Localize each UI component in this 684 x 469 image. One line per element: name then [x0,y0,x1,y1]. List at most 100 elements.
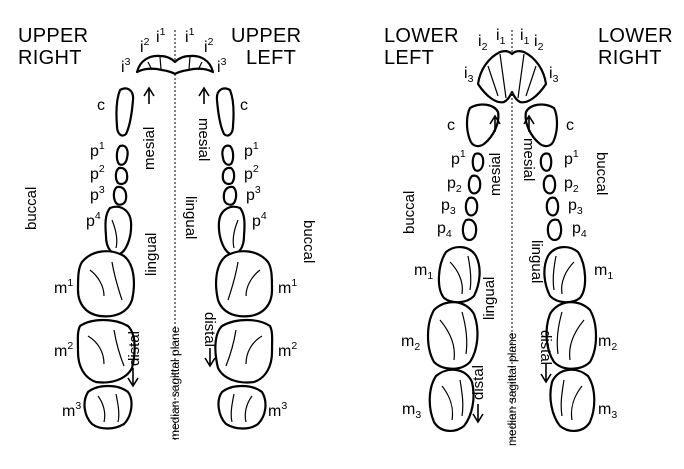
lower-right-buccal-label: buccal [593,152,610,195]
upper-left-m3-label: m3 [268,400,287,420]
upper-right-p3 [112,185,128,206]
upper-arch-panel: UPPER RIGHT UPPER LEFT median sagittal p… [18,25,317,440]
lower-right-p4 [546,218,563,242]
upper-right-lingual-label: lingual [143,233,160,276]
lower-left-i3-label: i3 [464,65,474,85]
upper-incisor-row [135,54,215,76]
lower-left-lingual-label: lingual [481,277,498,320]
lower-right-p1-label: p1 [564,148,579,168]
lower-left-canine [465,103,500,148]
lower-left-buccal-label: buccal [401,191,418,234]
lower-right-canine [524,103,559,148]
lower-right-teeth [524,103,598,432]
upper-right-m3-cusps [97,393,120,423]
lower-incisors-shape [476,50,548,104]
upper-left-m1-cusps [227,261,261,301]
upper-right-distal-arrow [127,368,139,388]
upper-right-p3-label: p3 [90,184,105,204]
upper-left-m3-cusps [230,393,253,423]
upper-right-m2-cusps [87,329,125,367]
lower-left-m2-cusps [439,311,468,361]
upper-right-p1 [115,144,129,166]
upper-left-p1 [221,144,235,166]
lower-right-c-label: c [566,117,574,134]
upper-left-teeth [214,87,274,430]
lower-right-p1 [539,152,553,172]
lower-right-m1-cusps [552,255,575,295]
upper-right-m1-cusps [89,261,123,301]
upper-left-p3-label: p3 [246,184,261,204]
upper-left-c-label: c [240,97,248,114]
upper-left-p4-label: p4 [252,210,267,230]
lower-right-m2-cusps [556,311,585,361]
upper-left-mesial-label: mesial [195,118,212,161]
upper-left-buccal-label: buccal [300,220,317,263]
upper-right-title-line1: UPPER [18,25,88,47]
lower-right-p3-label: p3 [568,197,583,217]
lower-left-m3-label: m3 [402,401,421,421]
upper-median-plane-label: median sagittal plane [168,326,182,440]
lower-left-p1-label: p1 [451,148,466,168]
upper-right-p2-label: p2 [90,163,105,183]
lower-left-m3 [428,368,475,432]
upper-right-m2-label: m2 [54,340,73,360]
lower-incisor-row [476,50,548,104]
upper-left-mesial-arrow [198,86,210,104]
upper-right-i3-label: i3 [121,56,131,76]
lower-right-distal-arrow [540,364,552,384]
upper-right-canine [115,87,135,137]
upper-left-m1 [215,250,274,318]
lower-right-p2-label: p2 [564,175,579,195]
upper-left-m1-label: m1 [278,277,297,297]
upper-right-mesial-label: mesial [141,127,158,170]
lower-left-p3 [464,196,479,217]
lower-right-i1-label: i1 [520,27,530,47]
lower-left-m1-label: m1 [414,262,433,282]
upper-left-m3 [217,384,267,430]
lower-left-p4 [461,218,478,242]
upper-left-title-line2: LEFT [246,47,296,69]
lower-left-i2-label: i2 [478,33,488,53]
upper-incisors-shape [135,54,215,76]
upper-incisors-divisions [147,56,203,71]
upper-left-m2 [214,318,274,384]
lower-left-title-line2: LEFT [384,47,434,69]
lower-right-m1-label: m1 [594,262,613,282]
lower-left-m2-label: m2 [401,333,420,353]
upper-right-p4 [104,205,133,256]
lower-right-i2-label: i2 [534,33,544,53]
upper-right-buccal-label: buccal [23,187,40,230]
lower-right-p2 [542,174,557,195]
upper-left-i2-label: i2 [204,36,214,56]
upper-left-p2-label: p2 [244,163,259,183]
upper-left-distal-label: distal [201,312,218,347]
upper-right-m3-label: m3 [62,400,81,420]
upper-left-p4-cusp [232,219,239,249]
lower-left-title-line1: LOWER [384,25,459,47]
lower-left-mesial-label: mesial [487,153,504,196]
upper-right-teeth [76,87,136,430]
lower-right-mesial-arrow [523,114,535,132]
upper-right-m1 [76,250,135,318]
upper-right-p2 [114,166,129,186]
upper-right-distal-label: distal [126,331,143,366]
upper-left-title-line1: UPPER [231,25,301,47]
upper-left-p2 [221,166,236,186]
lower-right-m2 [545,301,598,370]
upper-left-canine [215,87,235,137]
upper-right-m1-label: m1 [54,277,73,297]
lower-left-m3-cusps [441,379,464,421]
lower-right-lingual-label: lingual [528,240,545,283]
lower-left-mesial-arrow [489,114,501,132]
lower-right-i3-label: i3 [549,65,559,85]
upper-right-mesial-arrow [143,86,155,104]
lower-right-mesial-label: mesial [520,138,537,181]
lower-right-title-line1: LOWER [598,25,673,47]
lower-right-m2-label: m2 [598,333,617,353]
lower-right-p3 [545,196,560,217]
lower-left-m1-cusps [449,255,472,295]
lower-right-m3-cusps [560,379,583,421]
upper-right-p1-label: p1 [90,140,105,160]
lower-left-c-label: c [447,117,455,134]
